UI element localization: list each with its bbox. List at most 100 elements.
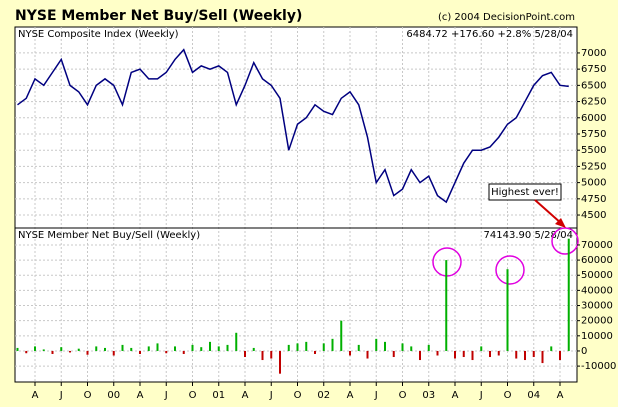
bar	[559, 350, 561, 361]
x-tick-label: O	[399, 390, 407, 401]
bar	[139, 350, 141, 354]
y-tick-label: 30000	[581, 301, 613, 312]
bar	[147, 346, 150, 351]
y-tick-label: 5000	[581, 178, 606, 189]
bar	[156, 343, 159, 351]
bar	[349, 350, 351, 356]
x-tick-label: A	[557, 390, 564, 401]
y-tick-label: 10000	[581, 331, 613, 342]
panel-label: NYSE Member Net Buy/Sell (Weekly)	[18, 230, 200, 241]
x-tick-label: A	[452, 390, 459, 401]
y-tick-label: 5500	[581, 145, 606, 156]
annotation-arrow	[534, 199, 563, 225]
bar	[436, 350, 439, 356]
bar	[384, 341, 386, 351]
bar	[16, 347, 19, 351]
bar	[261, 350, 264, 361]
x-tick-label: 04	[527, 390, 540, 401]
bar	[287, 344, 290, 351]
bar	[25, 350, 28, 354]
arrow-head	[555, 218, 566, 228]
bar	[401, 343, 404, 351]
bar	[515, 350, 518, 359]
bar	[191, 344, 194, 351]
x-tick-label: J	[374, 390, 378, 401]
annotation-box	[488, 183, 562, 201]
plot-area	[14, 26, 578, 383]
bar	[305, 341, 308, 351]
bar	[296, 343, 299, 351]
bar	[270, 350, 273, 359]
bar	[209, 341, 211, 351]
y-tick-label: 6000	[581, 113, 606, 124]
x-tick-label: J	[269, 390, 273, 401]
y-tick-label: 40000	[581, 285, 613, 296]
bar	[454, 350, 456, 359]
bar	[357, 344, 360, 351]
bar	[121, 344, 124, 351]
bar	[445, 260, 448, 351]
bar	[366, 350, 369, 359]
bar	[471, 350, 474, 361]
bar	[550, 346, 553, 351]
y-tick-label: 4500	[581, 210, 606, 221]
bar	[480, 346, 483, 351]
bar	[462, 350, 465, 358]
y-tick-label: 5750	[581, 129, 606, 140]
bar	[279, 350, 281, 374]
x-tick-label: A	[32, 390, 39, 401]
x-tick-label: O	[189, 390, 197, 401]
bar	[427, 344, 430, 351]
bar	[497, 350, 500, 356]
panel-last: 6484.72 +176.60 +2.8% 5/28/04	[406, 29, 573, 40]
annotation: Highest ever!	[491, 187, 559, 198]
x-tick-label: J	[164, 390, 168, 401]
bar	[165, 350, 168, 354]
bar	[60, 347, 63, 351]
panel-label: NYSE Composite Index (Weekly)	[18, 29, 179, 40]
bar	[314, 350, 316, 354]
bar	[506, 269, 509, 351]
bar	[541, 350, 544, 364]
bar	[419, 350, 421, 361]
x-tick-label: 00	[107, 390, 120, 401]
highlight-circle	[551, 227, 579, 255]
y-tick-label: 6750	[581, 64, 606, 75]
x-tick-label: O	[84, 390, 92, 401]
x-tick-label: 03	[422, 390, 435, 401]
bar	[392, 350, 395, 358]
y-tick-label: 5250	[581, 161, 606, 172]
x-tick-label: 02	[317, 390, 330, 401]
bar	[244, 350, 246, 358]
bar	[235, 332, 238, 351]
bar	[375, 338, 378, 351]
bar	[567, 238, 570, 351]
bar	[112, 350, 115, 356]
panel-last: 74143.90 5/28/04	[484, 230, 573, 241]
x-tick-label: A	[347, 390, 354, 401]
bar	[340, 320, 343, 351]
bar	[34, 346, 36, 351]
bar	[86, 350, 89, 355]
bar	[252, 347, 255, 351]
bar	[489, 350, 491, 358]
bar	[226, 344, 229, 351]
highlight-circle	[495, 255, 525, 285]
y-tick-label: 4750	[581, 194, 606, 205]
bar	[410, 346, 413, 351]
bar	[331, 338, 334, 351]
y-tick-label: 0	[581, 346, 587, 357]
x-tick-label: 01	[212, 390, 225, 401]
bar	[51, 350, 54, 354]
y-tick-label: 20000	[581, 316, 613, 327]
bar	[69, 350, 71, 353]
bar	[217, 346, 220, 351]
y-tick-label: 6250	[581, 97, 606, 108]
y-tick-label: 60000	[581, 255, 613, 266]
bar	[42, 349, 45, 351]
y-tick-label: 7000	[581, 48, 606, 59]
x-tick-label: A	[137, 390, 144, 401]
x-tick-label: J	[59, 390, 63, 401]
y-tick-label: 6500	[581, 80, 606, 91]
